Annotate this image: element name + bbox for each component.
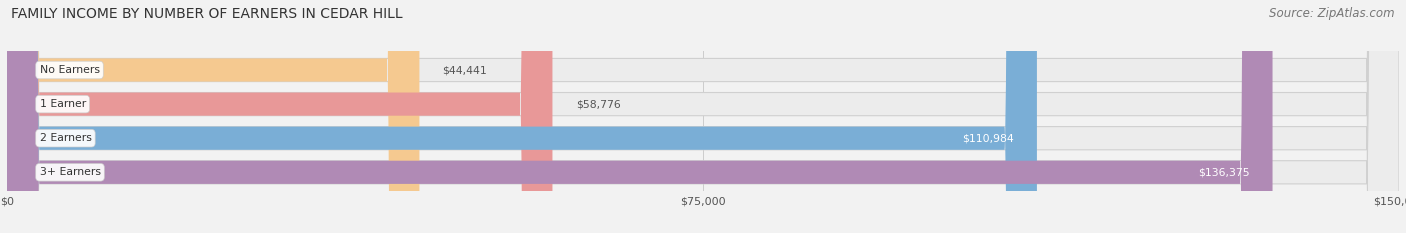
Text: $44,441: $44,441 — [443, 65, 488, 75]
Text: Source: ZipAtlas.com: Source: ZipAtlas.com — [1270, 7, 1395, 20]
Text: 3+ Earners: 3+ Earners — [39, 167, 100, 177]
Text: 2 Earners: 2 Earners — [39, 133, 91, 143]
FancyBboxPatch shape — [7, 0, 1399, 233]
FancyBboxPatch shape — [7, 0, 553, 233]
Text: $110,984: $110,984 — [962, 133, 1014, 143]
FancyBboxPatch shape — [7, 0, 419, 233]
Text: $58,776: $58,776 — [575, 99, 620, 109]
FancyBboxPatch shape — [7, 0, 1399, 233]
Text: 1 Earner: 1 Earner — [39, 99, 86, 109]
FancyBboxPatch shape — [7, 0, 1399, 233]
Text: No Earners: No Earners — [39, 65, 100, 75]
FancyBboxPatch shape — [7, 0, 1036, 233]
Text: FAMILY INCOME BY NUMBER OF EARNERS IN CEDAR HILL: FAMILY INCOME BY NUMBER OF EARNERS IN CE… — [11, 7, 404, 21]
Text: $136,375: $136,375 — [1198, 167, 1250, 177]
FancyBboxPatch shape — [7, 0, 1399, 233]
FancyBboxPatch shape — [7, 0, 1272, 233]
